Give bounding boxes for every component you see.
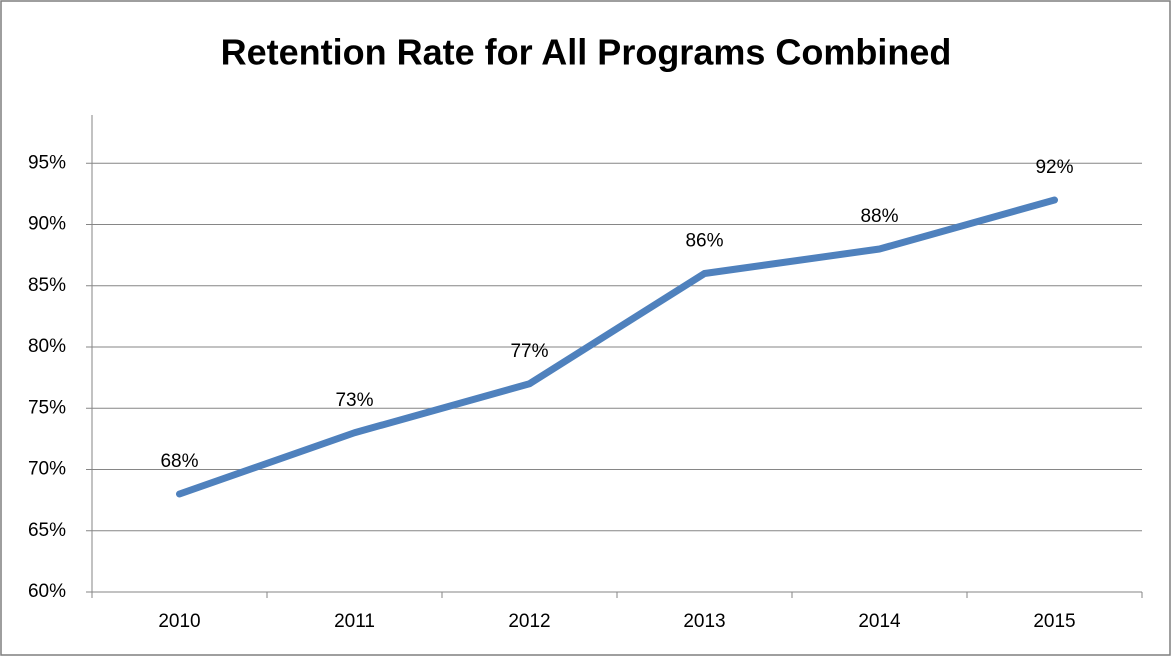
x-tick-label: 2013 xyxy=(683,611,725,632)
y-tick-label: 90% xyxy=(28,214,66,235)
data-label: 88% xyxy=(860,206,898,227)
x-tick-label: 2012 xyxy=(508,611,550,632)
x-tick-label: 2011 xyxy=(334,611,375,632)
line-series xyxy=(176,196,1058,498)
y-tick-label: 80% xyxy=(28,336,66,357)
data-label: 92% xyxy=(1035,157,1073,178)
data-label: 73% xyxy=(335,390,373,411)
data-label: 68% xyxy=(160,451,198,472)
y-tick-label: 95% xyxy=(28,152,66,173)
y-tick-label: 75% xyxy=(28,397,66,418)
chart-title: Retention Rate for All Programs Combined xyxy=(221,32,952,73)
y-tick-label: 65% xyxy=(28,520,66,541)
y-tick-label: 85% xyxy=(28,275,66,296)
x-tick-label: 2015 xyxy=(1033,611,1075,632)
x-tick-label: 2014 xyxy=(858,611,901,632)
data-label: 86% xyxy=(685,231,723,252)
y-tick-label: 60% xyxy=(28,581,66,602)
y-tick-label: 70% xyxy=(28,459,66,480)
x-tick-label: 2010 xyxy=(158,611,200,632)
data-label: 77% xyxy=(510,341,548,362)
